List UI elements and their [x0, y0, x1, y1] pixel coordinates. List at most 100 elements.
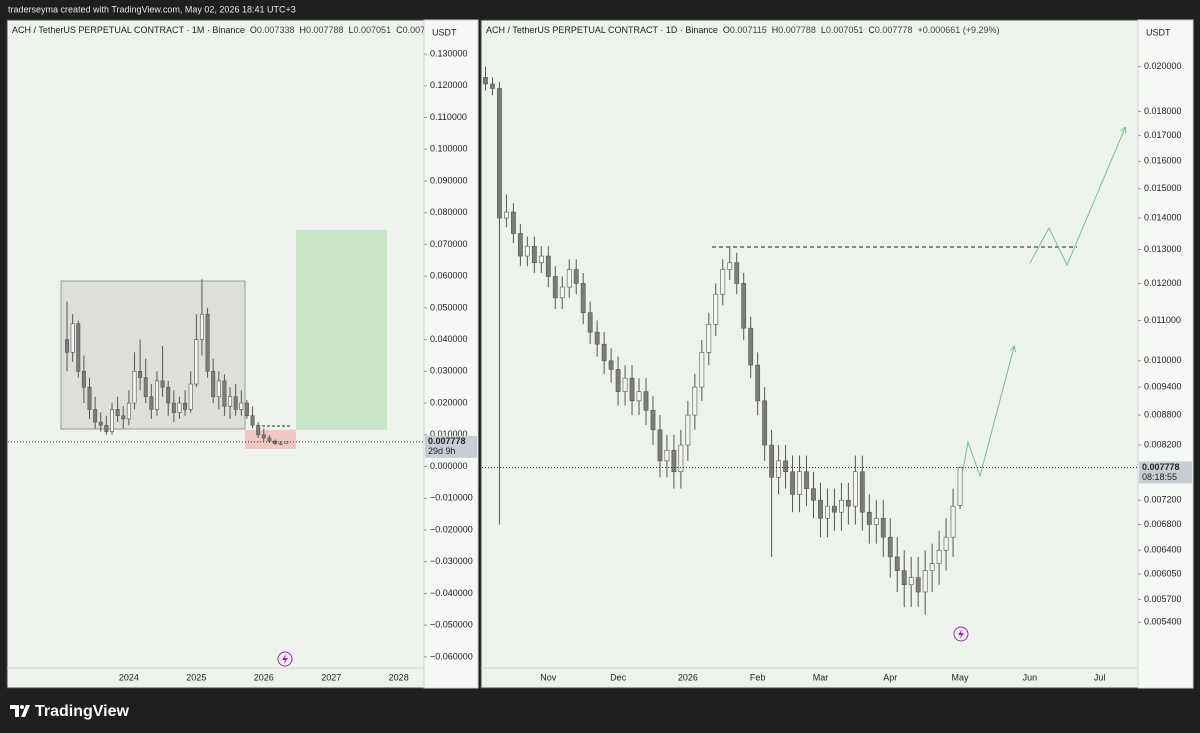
- candle-body: [950, 505, 956, 538]
- legend-ohlc-value: 0.007115: [730, 25, 767, 35]
- candle-body: [559, 286, 565, 299]
- candle-body: [859, 471, 865, 513]
- y-tick-label: 0.013000: [1144, 244, 1182, 254]
- y-tick-label: 0.070000: [430, 239, 468, 249]
- y-tick-label: 0.040000: [430, 334, 468, 344]
- candle-body: [692, 386, 698, 416]
- projection-arrow: [962, 347, 1014, 478]
- legend-ohlc-label: O: [250, 25, 257, 35]
- candle-body: [727, 262, 733, 270]
- candle-body: [177, 402, 182, 413]
- candle-body: [755, 364, 761, 402]
- legend-ohlc-label: C: [868, 25, 875, 35]
- plot-area: [65, 279, 289, 445]
- y-tick-label: 0.130000: [430, 48, 468, 58]
- candle-body: [594, 331, 600, 345]
- event-icon-bolt: [282, 654, 288, 664]
- candle-body: [524, 245, 530, 257]
- candle-body: [497, 88, 502, 219]
- legend-ohlc-value: 0.007778: [403, 25, 441, 35]
- right-panel: [480, 19, 1194, 689]
- candle-body: [629, 377, 635, 402]
- y-tick-label: 0.008800: [1144, 409, 1182, 419]
- candle-body: [657, 429, 663, 462]
- y-tick-label: −0.020000: [430, 524, 473, 534]
- legend-ohlc-label: O: [723, 25, 730, 35]
- countdown-label: 08:18:55: [1142, 472, 1177, 482]
- legend-ohlc-value: 0.007051: [826, 25, 864, 35]
- candle-body: [284, 441, 289, 444]
- legend-ohlc-label: L: [349, 25, 354, 35]
- candle-body: [538, 255, 544, 264]
- x-tick-label: Feb: [750, 672, 766, 682]
- candle-body: [922, 570, 928, 593]
- candle-body: [228, 396, 233, 407]
- candle-body: [256, 424, 261, 436]
- x-tick-label: Apr: [883, 672, 897, 682]
- candle-body: [490, 83, 495, 89]
- candle-body: [199, 313, 204, 340]
- candle-body: [943, 536, 949, 551]
- y-tick-label: 0.120000: [430, 80, 468, 90]
- y-tick-label: 0.007200: [1144, 495, 1182, 505]
- legend-symbol: ACH / TetherUS PERPETUAL CONTRACT · 1D ·…: [486, 25, 718, 35]
- y-tick-label: 0.008200: [1144, 439, 1182, 449]
- y-tick-label: 0.016000: [1144, 156, 1182, 166]
- candle-body: [233, 396, 238, 410]
- candle-body: [720, 269, 726, 295]
- y-tick-label: −0.040000: [430, 588, 473, 598]
- y-tick-label: 0.006050: [1144, 568, 1182, 578]
- candle-body: [650, 409, 656, 431]
- y-tick-label: 0.015000: [1144, 183, 1182, 193]
- candle-body: [154, 380, 159, 410]
- x-tick-label: Jun: [1023, 672, 1038, 682]
- candle-body: [166, 386, 171, 404]
- candle-body: [699, 352, 705, 388]
- x-tick-label: Nov: [540, 672, 557, 682]
- candle-body: [929, 563, 935, 571]
- candle-body: [110, 409, 114, 432]
- candle-body: [121, 415, 126, 420]
- event-icon: [277, 651, 293, 667]
- y-tick-label: 0.009400: [1144, 381, 1182, 391]
- candle-body: [188, 383, 193, 410]
- candle-body: [615, 369, 621, 392]
- y-tick-label: 0.000000: [430, 461, 468, 471]
- legend-ohlc-value: 0.007788: [306, 25, 344, 35]
- target-zone: [296, 230, 387, 430]
- y-tick-label: −0.010000: [430, 493, 473, 503]
- candle-body: [183, 402, 188, 410]
- candle-body: [664, 449, 670, 462]
- y-tick-label: −0.060000: [430, 651, 473, 661]
- candle-body: [70, 323, 75, 353]
- left-price-axis: [423, 19, 479, 689]
- candle-body: [671, 449, 677, 473]
- last-price-label: 0.007778: [428, 436, 466, 446]
- y-tick-label: 0.090000: [430, 175, 468, 185]
- last-price-box: [1139, 461, 1192, 484]
- candle-body: [81, 371, 86, 388]
- candle-body: [250, 415, 255, 426]
- currency-label: USDT: [432, 27, 457, 37]
- candle-body: [573, 269, 579, 284]
- x-tick-label: 2028: [389, 672, 409, 682]
- candle-body: [908, 577, 914, 586]
- candle-body: [685, 414, 691, 446]
- candle-body: [748, 327, 754, 366]
- candle-body: [504, 211, 509, 219]
- last-price-label: 0.007778: [1142, 462, 1180, 472]
- legend-ohlc-label: L: [821, 25, 826, 35]
- candle-body: [171, 402, 176, 413]
- footer-brand: TradingView: [35, 703, 130, 720]
- logo-dot: [20, 705, 24, 709]
- event-icon-bolt: [958, 629, 964, 639]
- y-tick-label: 0.017000: [1144, 130, 1182, 140]
- legend: ACH / TetherUS PERPETUAL CONTRACT · 1M ·…: [12, 25, 440, 35]
- candle-body: [149, 396, 154, 410]
- candle-body: [713, 293, 719, 325]
- candle-body: [517, 233, 523, 257]
- candle-body: [143, 377, 148, 398]
- candle-body: [636, 391, 642, 402]
- last-price-box: [425, 435, 477, 458]
- header: traderseyma created with TradingView.com…: [8, 4, 296, 14]
